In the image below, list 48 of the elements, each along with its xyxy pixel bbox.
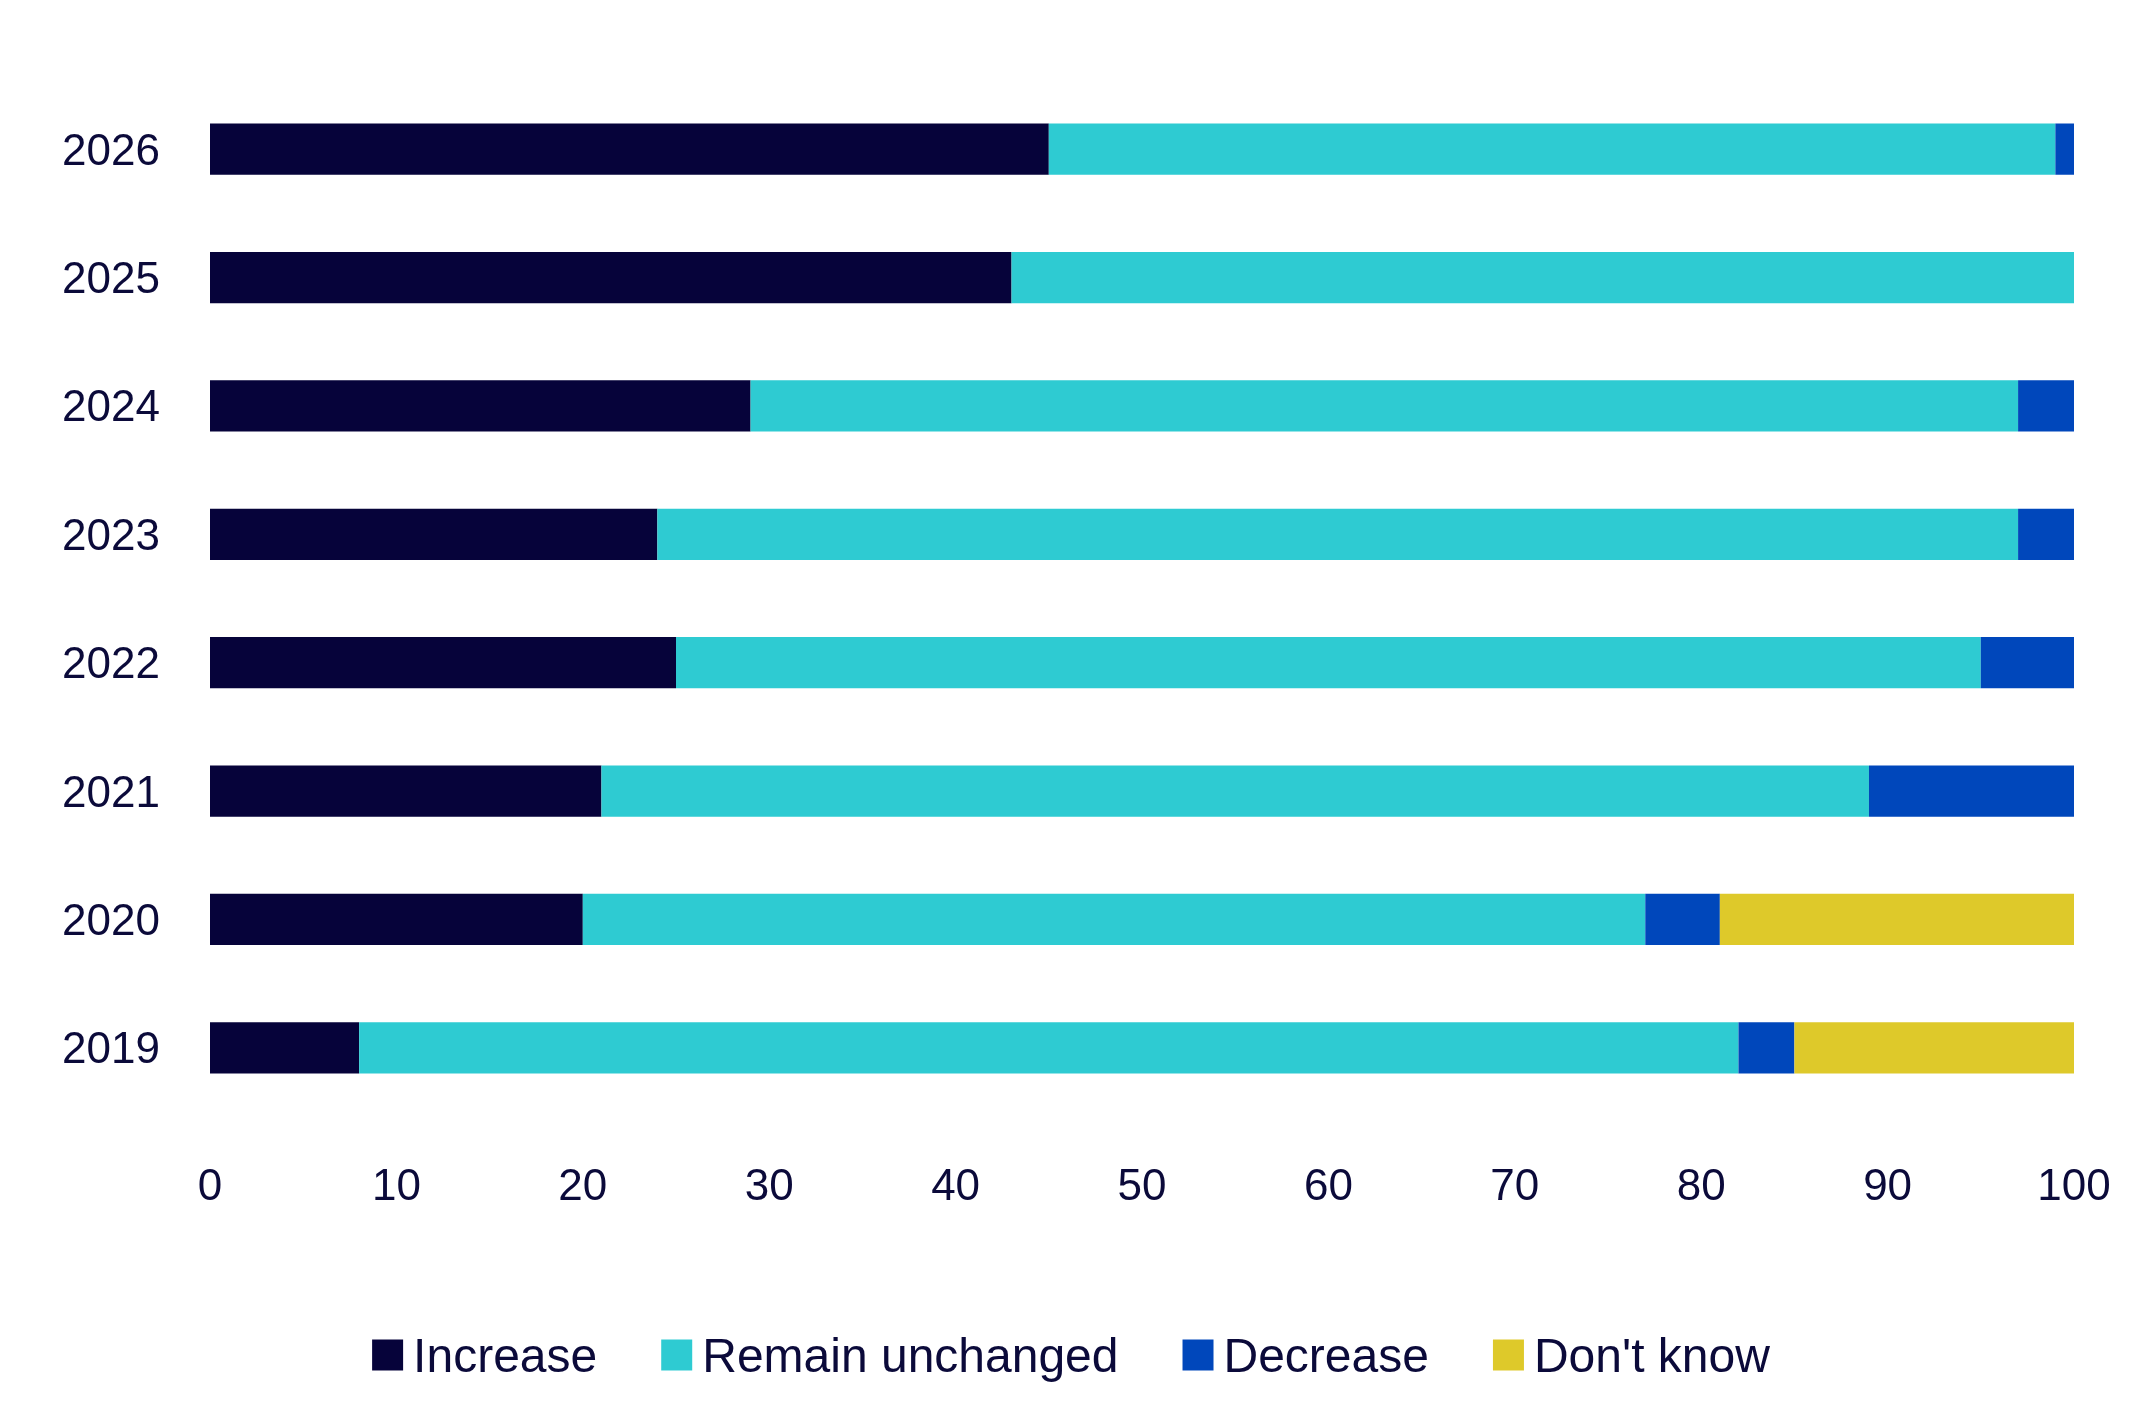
bar — [1980, 637, 2074, 689]
bar — [582, 893, 1646, 946]
bar — [1011, 251, 2074, 304]
y-tick-label: 2021 — [62, 766, 160, 816]
y-tick-label: 2025 — [62, 253, 160, 303]
bar — [210, 893, 583, 946]
bar — [1794, 1022, 2074, 1074]
bar — [1048, 123, 2056, 175]
x-tick-label: 40 — [931, 1159, 981, 1209]
bar — [1719, 893, 2074, 946]
x-tick-label: 20 — [558, 1159, 608, 1209]
x-tick-label: 90 — [1863, 1159, 1913, 1209]
bar — [750, 380, 2019, 432]
x-tick-label: 10 — [371, 1159, 421, 1209]
y-tick-label: 2024 — [62, 381, 160, 431]
bar — [657, 508, 2019, 560]
x-tick-label: 30 — [744, 1159, 794, 1209]
bar — [1738, 1022, 1795, 1074]
y-tick-label: 2019 — [62, 1023, 160, 1073]
x-tick-label: 50 — [1117, 1159, 1167, 1209]
x-tick-label: 100 — [2037, 1159, 2111, 1209]
bar — [210, 765, 602, 817]
legend-label: Increase — [413, 1328, 598, 1382]
bar — [210, 380, 751, 432]
x-tick-label: 60 — [1303, 1159, 1353, 1209]
bar — [210, 1022, 360, 1074]
bar — [676, 637, 1981, 689]
bar — [210, 123, 1049, 175]
bar — [210, 251, 1012, 304]
bar — [210, 637, 676, 689]
bar — [601, 765, 1869, 817]
y-tick-label: 2026 — [62, 124, 160, 174]
y-tick-label: 2020 — [62, 894, 160, 944]
bar — [1645, 893, 1720, 946]
y-tick-label: 2023 — [62, 509, 160, 559]
legend-label: Remain unchanged — [702, 1328, 1119, 1382]
x-tick-label: 80 — [1676, 1159, 1726, 1209]
x-tick-label: 0 — [197, 1159, 223, 1209]
bar — [210, 508, 658, 560]
bar — [2018, 380, 2074, 432]
x-tick-label: 70 — [1490, 1159, 1540, 1209]
bar — [1868, 765, 2074, 817]
bar — [2018, 508, 2074, 560]
y-tick-label: 2022 — [62, 638, 160, 688]
bar — [359, 1022, 1739, 1074]
legend-label: Decrease — [1223, 1328, 1429, 1382]
legend-label: Don't know — [1533, 1328, 1771, 1382]
bar — [2055, 123, 2074, 175]
